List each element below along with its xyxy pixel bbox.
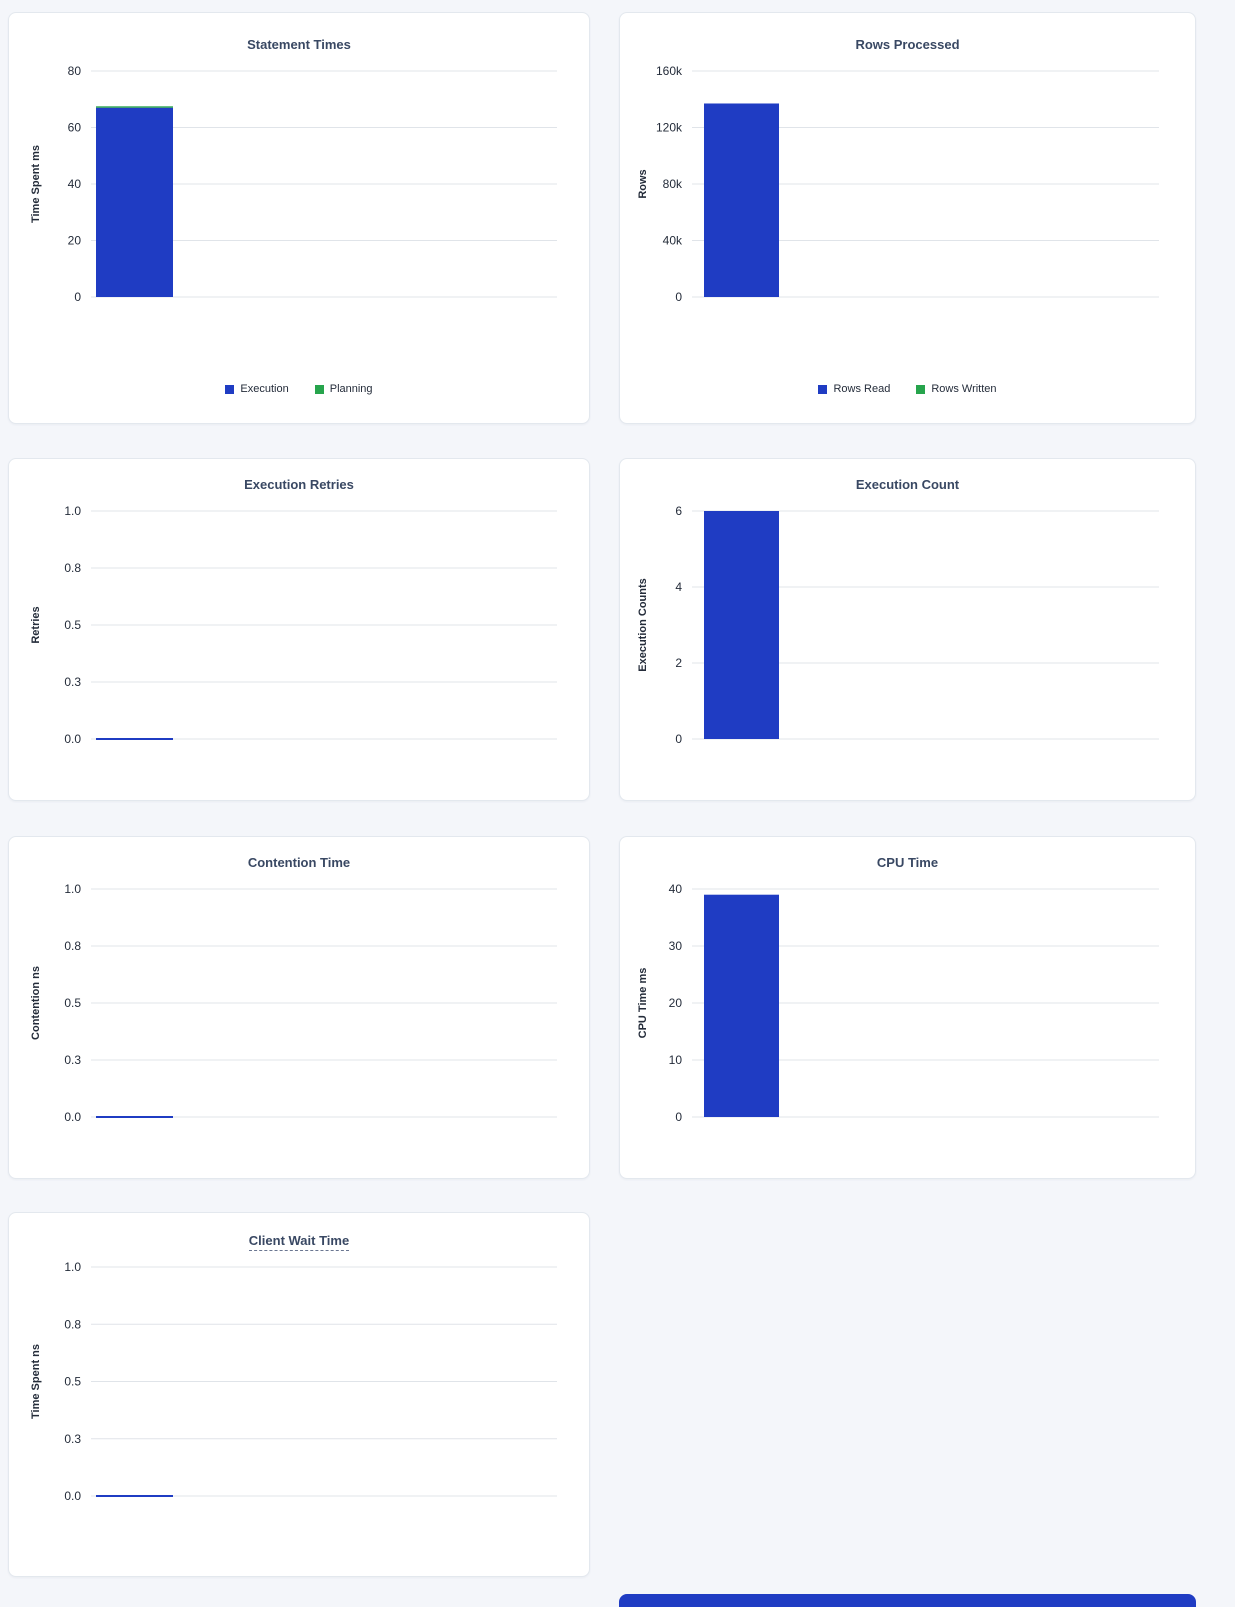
y-tick-label: 0.5 — [64, 1375, 81, 1389]
chart-legend: Execution Planning — [9, 382, 589, 396]
chart-title-tooltip-trigger[interactable]: Client Wait Time — [248, 1233, 350, 1251]
y-tick-label: 0 — [74, 290, 81, 304]
y-tick-label: 4 — [675, 580, 682, 594]
y-tick-label: 40 — [68, 177, 82, 191]
bar-segment — [96, 106, 173, 108]
y-tick-label: 0.8 — [64, 1317, 81, 1331]
y-tick-label: 0 — [675, 732, 682, 746]
y-tick-label: 1.0 — [64, 882, 81, 896]
cpu-time-chart: 0 10 20 30 40 CPU Time ms — [637, 882, 1159, 1124]
chart-card-execution-retries: Execution Retries 0.0 0.3 0.5 0.8 1.0 Retries — [8, 458, 590, 801]
legend-label: Planning — [329, 383, 373, 395]
y-tick-label: 0.0 — [64, 732, 81, 746]
client-wait-time-chart: 0.0 0.3 0.5 0.8 1.0 Time Spent ns — [30, 1260, 557, 1503]
y-tick-label: 20 — [669, 996, 683, 1010]
y-tick-label: 6 — [675, 504, 682, 518]
execution-count-chart: 0 2 4 6 Execution Counts — [637, 504, 1159, 746]
chart-card-client-wait-time: Client Wait Time 0.0 0.3 0.5 0.8 1.0 Time Spe… — [8, 1212, 590, 1577]
y-tick-label: 0.5 — [64, 618, 81, 632]
chart-title: Statement Times — [9, 37, 589, 53]
chart-title-text: CPU Time — [876, 855, 939, 870]
bar-segment — [704, 511, 779, 739]
statement-times-chart: 0 20 40 60 80 Time Spent ms — [30, 64, 557, 304]
y-tick-label: 0.3 — [64, 675, 81, 689]
chart-legend: Rows Read Rows Written — [620, 382, 1195, 396]
y-tick-label: 0.3 — [64, 1053, 81, 1067]
y-tick-label: 30 — [669, 939, 683, 953]
y-tick-label: 1.0 — [64, 504, 81, 518]
legend-item: Execution — [225, 383, 289, 395]
y-tick-label: 0.3 — [64, 1432, 81, 1446]
y-tick-label: 40k — [663, 234, 683, 248]
rows-processed-chart: 0 40k 80k 120k 160k Rows — [637, 64, 1159, 304]
y-tick-label: 80 — [68, 64, 82, 78]
chart-card-rows-processed: Rows Processed 0 40k 80k 120k 160k Rows Rows … — [619, 12, 1196, 424]
contention-time-chart: 0.0 0.3 0.5 0.8 1.0 Contention ns — [30, 882, 557, 1124]
chart-card-contention-time: Contention Time 0.0 0.3 0.5 0.8 1.0 Contentio… — [8, 836, 590, 1179]
chart-title-text: Execution Retries — [244, 477, 354, 492]
y-tick-label: 0 — [675, 1110, 682, 1124]
legend-swatch — [225, 384, 235, 394]
y-tick-label: 160k — [656, 64, 683, 78]
bar-segment — [704, 103, 779, 297]
chart-card-cpu-time: CPU Time 0 10 20 30 40 CPU Time ms — [619, 836, 1196, 1179]
y-axis-label: Retries — [30, 606, 42, 643]
partial-element-bottom — [619, 1594, 1196, 1607]
chart-title: Rows Processed — [620, 37, 1195, 53]
y-tick-label: 0.8 — [64, 939, 81, 953]
chart-title: Client Wait Time — [9, 1233, 589, 1251]
legend-label: Execution — [240, 383, 289, 395]
y-tick-label: 0.5 — [64, 996, 81, 1010]
legend-item: Planning — [314, 383, 373, 395]
chart-title: Execution Retries — [9, 477, 589, 493]
y-axis-label: Contention ns — [30, 966, 42, 1040]
legend-label: Rows Read — [833, 383, 891, 395]
chart-card-execution-count: Execution Count 0 2 4 6 Execution Counts — [619, 458, 1196, 801]
execution-retries-chart: 0.0 0.3 0.5 0.8 1.0 Retries — [30, 504, 557, 746]
legend-swatch — [818, 384, 828, 394]
legend-item: Rows Written — [916, 383, 997, 395]
y-tick-label: 40 — [669, 882, 683, 896]
legend-swatch — [314, 384, 324, 394]
y-tick-label: 120k — [656, 121, 683, 135]
y-axis-label: Execution Counts — [637, 578, 649, 672]
y-tick-label: 10 — [669, 1053, 683, 1067]
y-axis-label: Rows — [637, 169, 649, 198]
chart-title: Contention Time — [9, 855, 589, 871]
y-tick-label: 2 — [675, 656, 682, 670]
y-tick-label: 0.0 — [64, 1489, 81, 1503]
y-tick-label: 0 — [675, 290, 682, 304]
y-axis-label: Time Spent ms — [30, 145, 42, 223]
y-tick-label: 20 — [68, 234, 82, 248]
legend-swatch — [916, 384, 926, 394]
chart-title-text: Statement Times — [247, 37, 351, 52]
y-tick-label: 80k — [663, 177, 683, 191]
y-tick-label: 60 — [68, 121, 82, 135]
chart-card-statement-times: Statement Times 0 20 40 60 80 Time Spent ms E… — [8, 12, 590, 424]
legend-item: Rows Read — [818, 383, 890, 395]
y-tick-label: 1.0 — [64, 1260, 81, 1274]
chart-title-text: Execution Count — [855, 477, 960, 492]
y-axis-label: Time Spent ns — [30, 1344, 42, 1419]
bar-segment — [96, 107, 173, 297]
y-tick-label: 0.0 — [64, 1110, 81, 1124]
bar-segment — [704, 894, 779, 1117]
legend-label: Rows Written — [931, 383, 997, 395]
chart-title-text: Rows Processed — [855, 37, 960, 52]
y-axis-label: CPU Time ms — [637, 968, 649, 1039]
chart-title: Execution Count — [620, 477, 1195, 493]
chart-title: CPU Time — [620, 855, 1195, 871]
chart-title-text: Contention Time — [247, 855, 351, 870]
y-tick-label: 0.8 — [64, 561, 81, 575]
